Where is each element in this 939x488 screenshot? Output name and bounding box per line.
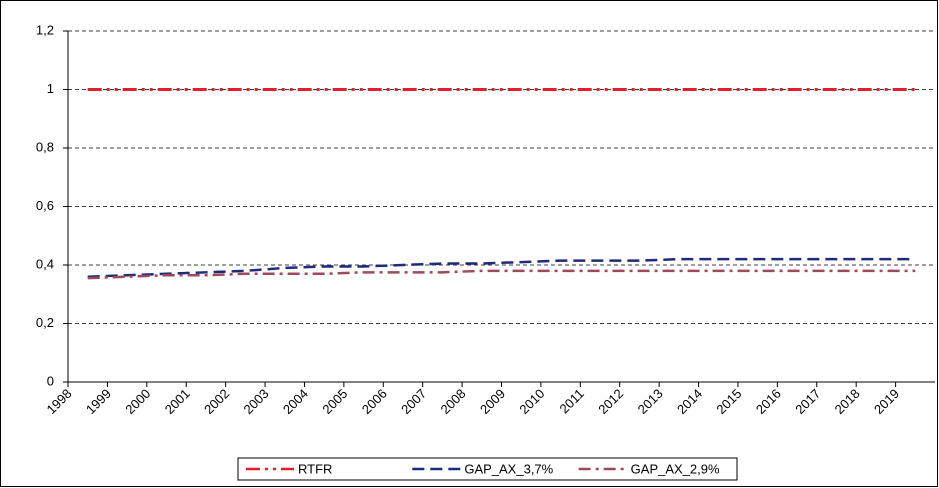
legend-label: GAP_AX_3,7% <box>464 461 553 476</box>
legend-label: GAP_AX_2,9% <box>631 461 720 476</box>
y-tick-label: 0,8 <box>36 139 54 154</box>
legend-label: RTFR <box>298 461 332 476</box>
y-tick-label: 1,2 <box>36 22 54 37</box>
legend-box <box>237 457 738 481</box>
series-line <box>87 257 916 278</box>
y-tick-label: 0,2 <box>36 315 54 330</box>
y-tick-label: 0,6 <box>36 198 54 213</box>
y-tick-label: 0,4 <box>36 256 54 271</box>
y-tick-label: 1 <box>47 81 54 96</box>
y-tick-label: 0 <box>47 373 54 388</box>
